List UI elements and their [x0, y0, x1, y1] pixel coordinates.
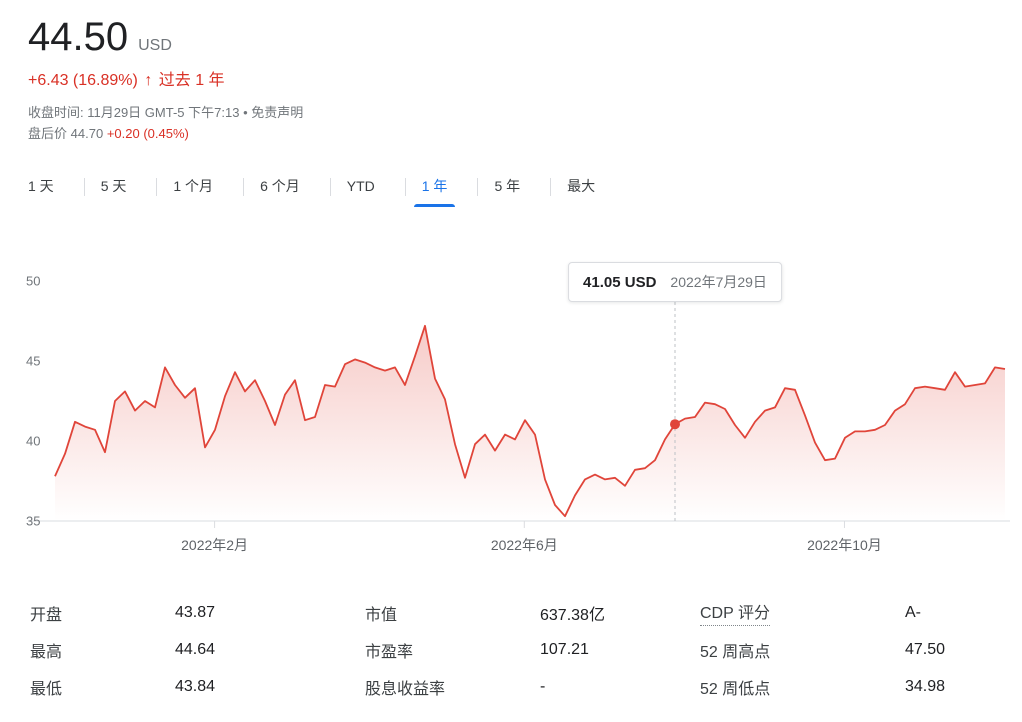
close-time: 收盘时间: 11月29日 GMT-5 下午7:13	[28, 105, 240, 120]
stat-row: 52 周低点 34.98	[700, 668, 1022, 705]
stats-column-3: CDP 评分 A- 52 周高点 47.50 52 周低点 34.98	[700, 594, 1022, 705]
quote-header: 44.50 USD +6.43 (16.89%) ↑ 过去 1 年 收盘时间: …	[0, 0, 1022, 144]
tab-separator	[550, 178, 552, 196]
stat-row: CDP 评分 A-	[700, 594, 1022, 631]
price-chart: 41.05 USD 2022年7月29日 2022年2月 2022年6月 2022年…	[0, 260, 1022, 570]
tab-max[interactable]: 最大	[567, 177, 596, 194]
stat-value: 34.98	[905, 677, 946, 695]
after-hours-row: 盘后价 44.70 +0.20 (0.45%)	[28, 123, 994, 144]
tooltip-price: 41.05 USD	[583, 274, 657, 291]
tab-1d[interactable]: 1 天	[28, 177, 54, 194]
stat-value: 107.21	[540, 640, 589, 658]
y-axis-label: 35	[26, 513, 41, 529]
tab-1m[interactable]: 1 个月	[173, 177, 214, 194]
y-axis-label: 50	[26, 273, 41, 289]
stat-label: 最高	[30, 643, 63, 661]
price-change: +6.43 (16.89%) ↑ 过去 1 年	[28, 66, 994, 90]
tab-separator	[83, 178, 85, 196]
after-hours-price: 44.70	[70, 126, 104, 141]
tab-separator	[156, 178, 158, 196]
after-hours-change: +0.20 (0.45%)	[106, 126, 189, 141]
stat-label[interactable]: CDP 评分	[700, 599, 770, 626]
stat-value: -	[540, 677, 546, 695]
time-range-tabs: 1 天 5 天 1 个月 6 个月 YTD 1 年 5 年 最大	[28, 168, 1022, 207]
currency-label: USD	[138, 37, 172, 54]
stat-label: 股息收益率	[365, 680, 446, 698]
disclaimer-link[interactable]: 免责声明	[251, 105, 304, 120]
stats-column-2: 市值 637.38亿市盈率 107.21 股息收益率 -	[365, 594, 700, 705]
bullet-separator: •	[243, 105, 248, 120]
stat-value: 637.38亿	[540, 606, 605, 624]
x-axis-label: 2022年2月	[181, 537, 249, 553]
up-arrow-icon: ↑	[144, 72, 153, 89]
stat-label: 52 周低点	[700, 680, 771, 698]
current-price: 44.50	[28, 15, 129, 59]
stat-row: 市盈率 107.21	[365, 631, 700, 668]
stat-value: A-	[905, 603, 921, 621]
stat-value: 43.87	[175, 603, 216, 621]
stat-row: 股息收益率 -	[365, 668, 700, 705]
stat-label: 开盘	[30, 606, 63, 624]
stat-value: 44.64	[175, 640, 216, 658]
change-amount: +6.43 (16.89%)	[28, 72, 138, 89]
tab-5y[interactable]: 5 年	[494, 177, 521, 194]
y-axis-label: 40	[26, 433, 41, 449]
stats-table: 开盘 43.87 最高 44.64 最低 43.84 市值 637.38亿市盈率 107.21 股…	[0, 570, 1022, 705]
stock-widget: 44.50 USD +6.43 (16.89%) ↑ 过去 1 年 收盘时间: …	[0, 0, 1022, 705]
price-line-chart[interactable]	[0, 260, 1022, 570]
stats-column-1: 开盘 43.87 最高 44.64 最低 43.84	[30, 594, 365, 705]
stat-row: 最低 43.84	[30, 668, 365, 705]
tab-6m[interactable]: 6 个月	[260, 177, 300, 194]
stat-row: 52 周高点 47.50	[700, 631, 1022, 668]
stat-label: 最低	[30, 680, 63, 698]
stat-label: 市盈率	[365, 643, 414, 661]
tab-5d[interactable]: 5 天	[100, 177, 127, 194]
chart-tooltip: 41.05 USD 2022年7月29日	[568, 262, 782, 302]
stat-row: 开盘 43.87	[30, 594, 365, 631]
stat-row: 市值 637.38亿	[365, 594, 700, 631]
tab-separator	[477, 178, 479, 196]
close-time-row: 收盘时间: 11月29日 GMT-5 下午7:13 • 免责声明	[28, 102, 994, 123]
change-period: 过去 1 年	[158, 72, 225, 89]
y-axis-label: 45	[26, 353, 41, 369]
tab-separator	[243, 178, 245, 196]
tab-1y[interactable]: 1 年	[413, 168, 456, 207]
after-hours-label: 盘后价	[28, 126, 68, 141]
tab-ytd[interactable]: YTD	[346, 177, 375, 194]
tooltip-date: 2022年7月29日	[670, 274, 767, 290]
x-axis-label: 2022年6月	[490, 537, 558, 553]
stat-label: 市值	[365, 606, 398, 624]
stat-value: 47.50	[905, 640, 946, 658]
tab-separator	[404, 178, 406, 196]
x-axis-label: 2022年10月	[807, 537, 882, 553]
stat-label: 52 周高点	[700, 643, 771, 661]
tab-separator	[329, 178, 331, 196]
stat-row: 最高 44.64	[30, 631, 365, 668]
stat-value: 43.84	[175, 677, 216, 695]
